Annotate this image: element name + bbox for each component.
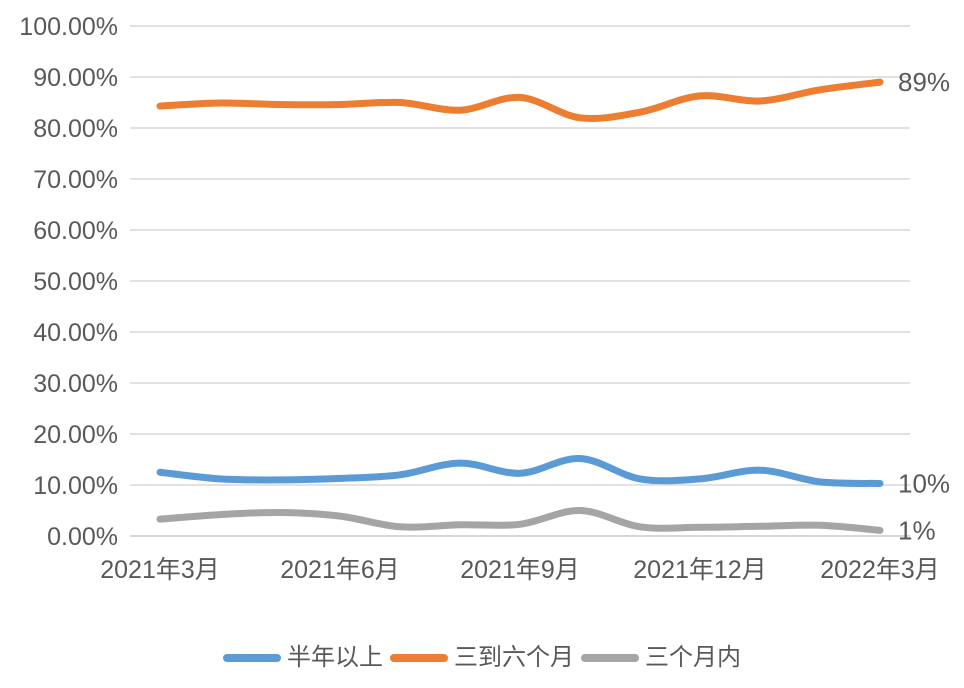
x-axis-tick-label: 2021年3月	[100, 556, 220, 584]
legend-swatch-blue	[223, 654, 281, 662]
series-end-label: 1%	[898, 515, 936, 545]
series-line-三到六个月	[156, 78, 884, 122]
y-axis-tick-label: 0.00%	[47, 523, 118, 551]
y-axis-tick-label: 90.00%	[33, 64, 118, 92]
series-end-label: 89%	[898, 67, 950, 97]
y-axis-tick-label: 10.00%	[33, 472, 118, 500]
legend-label: 三到六个月	[454, 644, 574, 671]
legend-item-three-to-six-months: 三到六个月	[390, 646, 574, 670]
legend-item-within-three-months: 三个月内	[581, 646, 741, 670]
y-axis-tick-label: 50.00%	[33, 268, 118, 296]
y-axis-tick-label: 70.00%	[33, 166, 118, 194]
legend: 半年以上 三到六个月 三个月内	[0, 646, 964, 670]
legend-item-half-year-plus: 半年以上	[223, 646, 383, 670]
y-axis-tick-label: 80.00%	[33, 115, 118, 143]
y-axis-tick-label: 20.00%	[33, 421, 118, 449]
legend-swatch-gray	[581, 654, 639, 662]
legend-label: 三个月内	[645, 644, 741, 671]
x-axis-tick-label: 2021年9月	[460, 556, 580, 584]
series-end-label: 10%	[898, 468, 950, 498]
series-line-三个月内	[156, 506, 884, 534]
series-line-半年以上	[156, 454, 884, 487]
x-axis-tick-label: 2022年3月	[820, 556, 940, 584]
y-axis-tick-label: 30.00%	[33, 370, 118, 398]
y-axis-tick-label: 60.00%	[33, 217, 118, 245]
y-axis-tick-label: 40.00%	[33, 319, 118, 347]
x-axis-tick-label: 2021年6月	[280, 556, 400, 584]
legend-label: 半年以上	[287, 644, 383, 671]
y-axis-tick-label: 100.00%	[19, 13, 118, 41]
legend-swatch-orange	[390, 654, 448, 662]
x-axis-tick-label: 2021年12月	[633, 556, 766, 584]
